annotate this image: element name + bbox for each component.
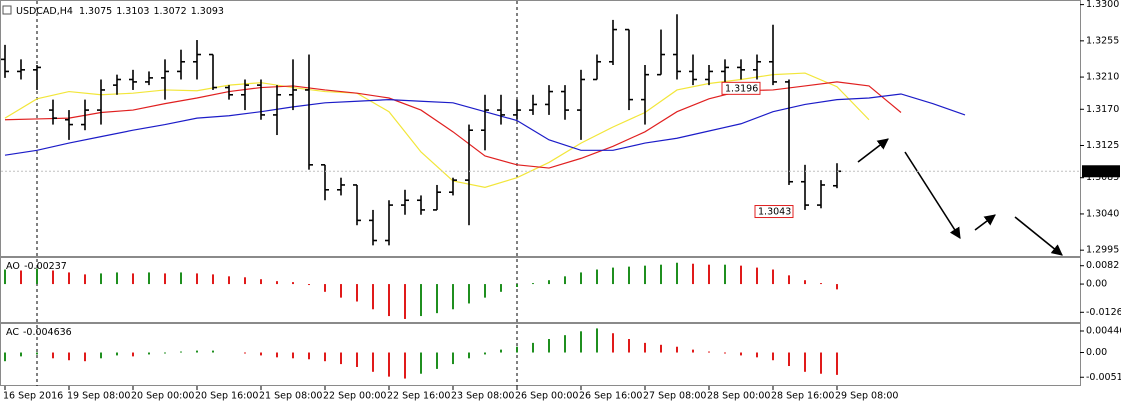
price-panel <box>0 0 1081 257</box>
ao-panel <box>0 257 1081 323</box>
y-tick-label: 0.00 <box>1086 347 1107 358</box>
chart-icon <box>2 5 12 15</box>
open-value: 1.3075 <box>79 6 112 17</box>
x-tick-label: 26 Sep 00:00 <box>515 391 578 402</box>
x-tick-label: 29 Sep 08:00 <box>835 391 898 402</box>
y-tick-label: 0.0082 <box>1086 260 1119 271</box>
x-tick-label: 20 Sep 16:00 <box>195 391 258 402</box>
y-tick-label: 0.004466 <box>1086 325 1121 336</box>
y-tick-label: 1.3170 <box>1086 104 1119 115</box>
low-value: 1.3072 <box>153 6 186 17</box>
x-tick-label: 22 Sep 00:00 <box>323 391 386 402</box>
ac-panel <box>0 323 1081 386</box>
ohlc-bars <box>1 14 841 246</box>
ao-name: AO <box>6 261 20 272</box>
ao-value: -0.00237 <box>24 261 67 272</box>
y-tick-label: 0.00 <box>1086 279 1107 290</box>
x-tick-label: 22 Sep 16:00 <box>387 391 450 402</box>
price-tag-label: 1.3043 <box>758 207 791 218</box>
x-tick-label: 27 Sep 08:00 <box>643 391 706 402</box>
y-tick-label: 1.2995 <box>1086 245 1119 256</box>
x-tick-label: 23 Sep 08:00 <box>451 391 514 402</box>
x-tick-label: 28 Sep 00:00 <box>707 391 770 402</box>
y-tick-label: 1.3210 <box>1086 72 1119 83</box>
y-tick-label: 1.3040 <box>1086 208 1119 219</box>
price-tag-label: 1.3196 <box>725 83 758 94</box>
x-tick-label: 26 Sep 16:00 <box>579 391 642 402</box>
chart-header: USDCAD,H4 1.3075 1.3103 1.3072 1.3093 <box>16 6 224 17</box>
x-tick-label: 19 Sep 08:00 <box>67 391 130 402</box>
symbol: USDCAD,H4 <box>16 6 73 17</box>
ac-value: -0.004636 <box>23 327 72 338</box>
x-tick-label: 21 Sep 08:00 <box>259 391 322 402</box>
x-tick-label: 16 Sep 2016 <box>3 391 63 402</box>
ac-header: AC -0.004636 <box>6 327 72 338</box>
y-tick-label: 1.3300 <box>1086 0 1119 10</box>
price-tag-box <box>721 81 761 95</box>
high-value: 1.3103 <box>116 6 149 17</box>
y-tick-label: -0.01261 <box>1086 307 1121 318</box>
x-tick-label: 28 Sep 16:00 <box>771 391 834 402</box>
current-price-box <box>1082 165 1120 178</box>
close-value: 1.3093 <box>191 6 224 17</box>
x-tick-label: 20 Sep 00:00 <box>131 391 194 402</box>
y-tick-label: 1.3255 <box>1086 35 1119 46</box>
y-tick-label: 1.3085 <box>1086 172 1119 183</box>
current-price-label: 1.3093 <box>1085 166 1118 177</box>
forecast-arrows <box>857 138 1063 256</box>
price-tag-box <box>754 205 794 219</box>
y-tick-label: 1.3125 <box>1086 140 1119 151</box>
y-tick-label: -0.00513 <box>1086 372 1121 383</box>
ac-name: AC <box>6 327 19 338</box>
ao-header: AO -0.00237 <box>6 261 67 272</box>
